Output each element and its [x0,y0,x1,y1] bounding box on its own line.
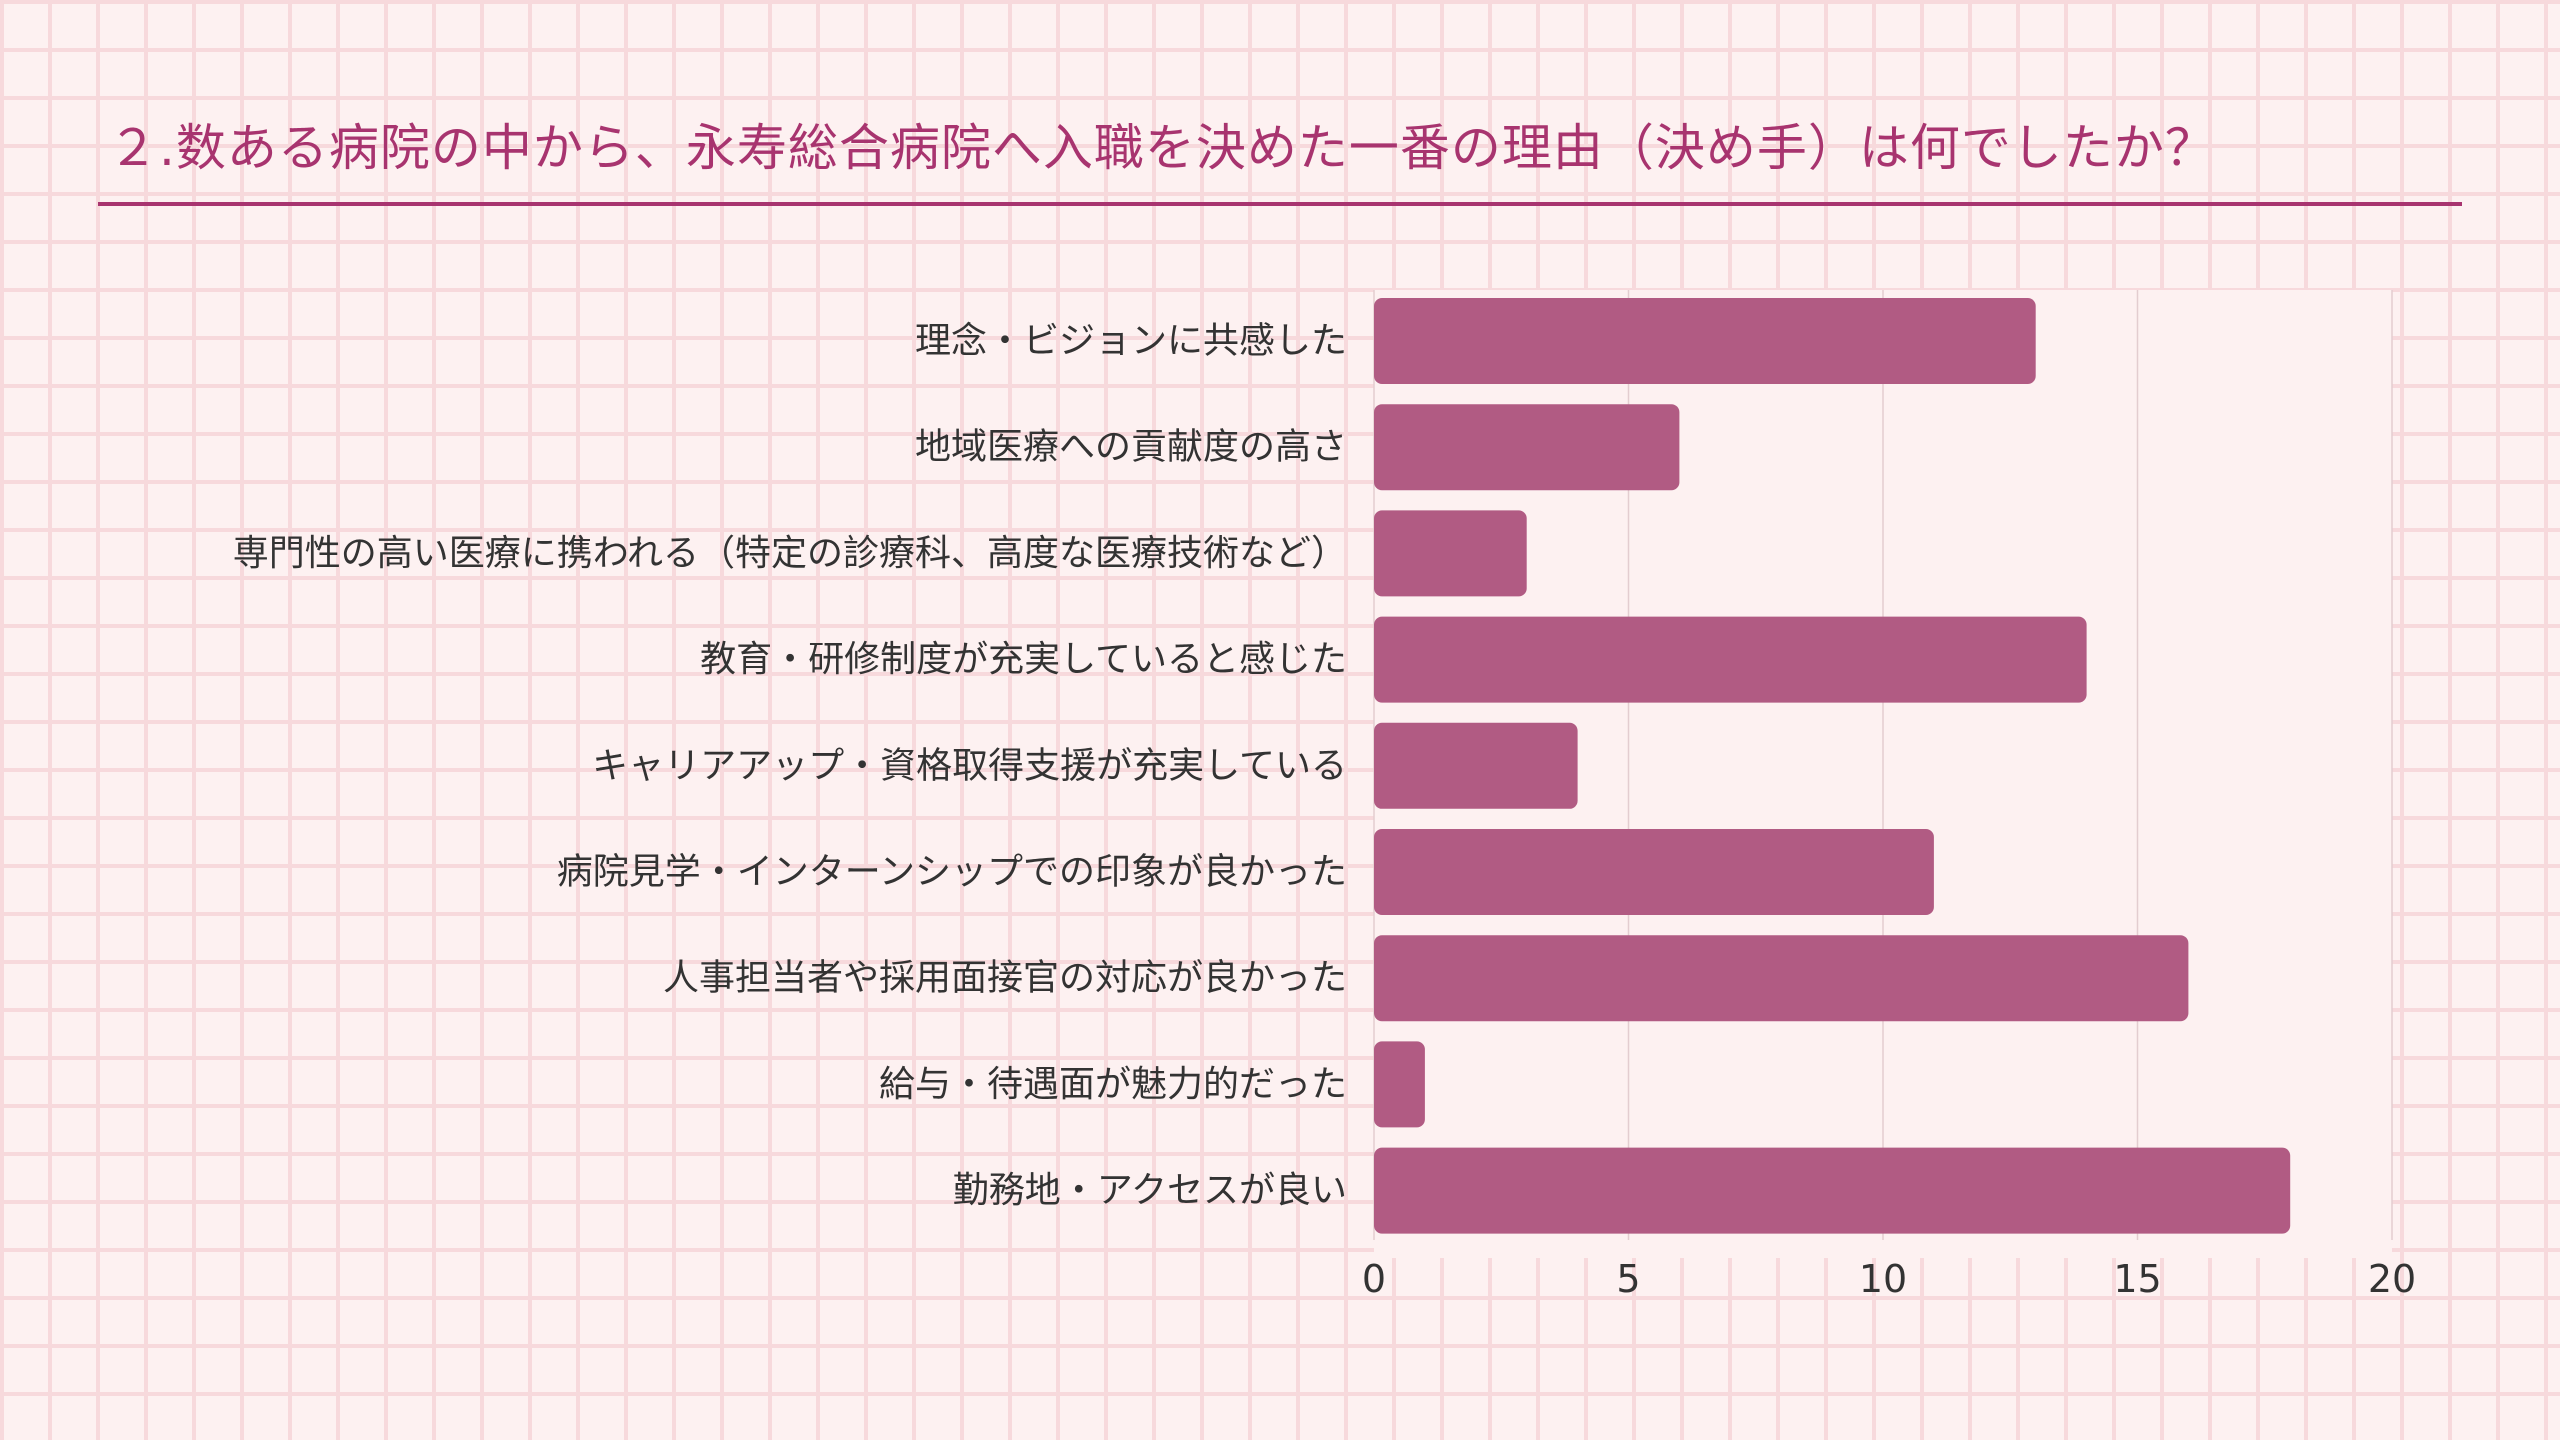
category-label: 勤務地・アクセスが良い [953,1170,1347,1211]
bar [1374,616,2087,703]
x-tick-label: 15 [2113,1257,2161,1301]
category-labels: 理念・ビジョンに共感した地域医療への貢献度の高さ専門性の高い医療に携われる（特定… [233,321,1347,1212]
bar [1374,510,1527,597]
category-label: 教育・研修制度が充実していると感じた [700,639,1347,680]
category-label: 理念・ビジョンに共感した [915,321,1347,362]
x-tick-label: 10 [1859,1257,1907,1301]
bar [1374,722,1578,809]
title-underline [98,202,2462,206]
x-tick-label: 20 [2368,1257,2416,1301]
x-tick-label: 5 [1616,1257,1640,1301]
bar [1374,829,1934,915]
bar [1374,935,2189,1022]
category-label: 給与・待遇面が魅力的だった [879,1064,1347,1105]
x-tick-label: 0 [1362,1257,1386,1301]
category-label: 専門性の高い医療に携われる（特定の診療科、高度な医療技術など） [233,533,1347,574]
bar [1374,1041,1425,1128]
category-label: 病院見学・インターンシップでの印象が良かった [557,852,1347,893]
bar [1374,298,2036,384]
bars [1374,298,2291,1234]
x-tick-labels: 0 5 10 15 20 [1362,1257,2416,1301]
page-title: ２.数ある病院の中から、永寿総合病院へ入職を決めた一番の理由（決め手）は何でした… [108,119,2216,177]
bar [1374,1147,2291,1234]
category-label: キャリアアップ・資格取得支援が充実している [592,745,1347,786]
category-label: 人事担当者や採用面接官の対応が良かった [663,958,1347,999]
bar [1374,404,1680,491]
category-label: 地域医療への貢献度の高さ [915,427,1347,468]
